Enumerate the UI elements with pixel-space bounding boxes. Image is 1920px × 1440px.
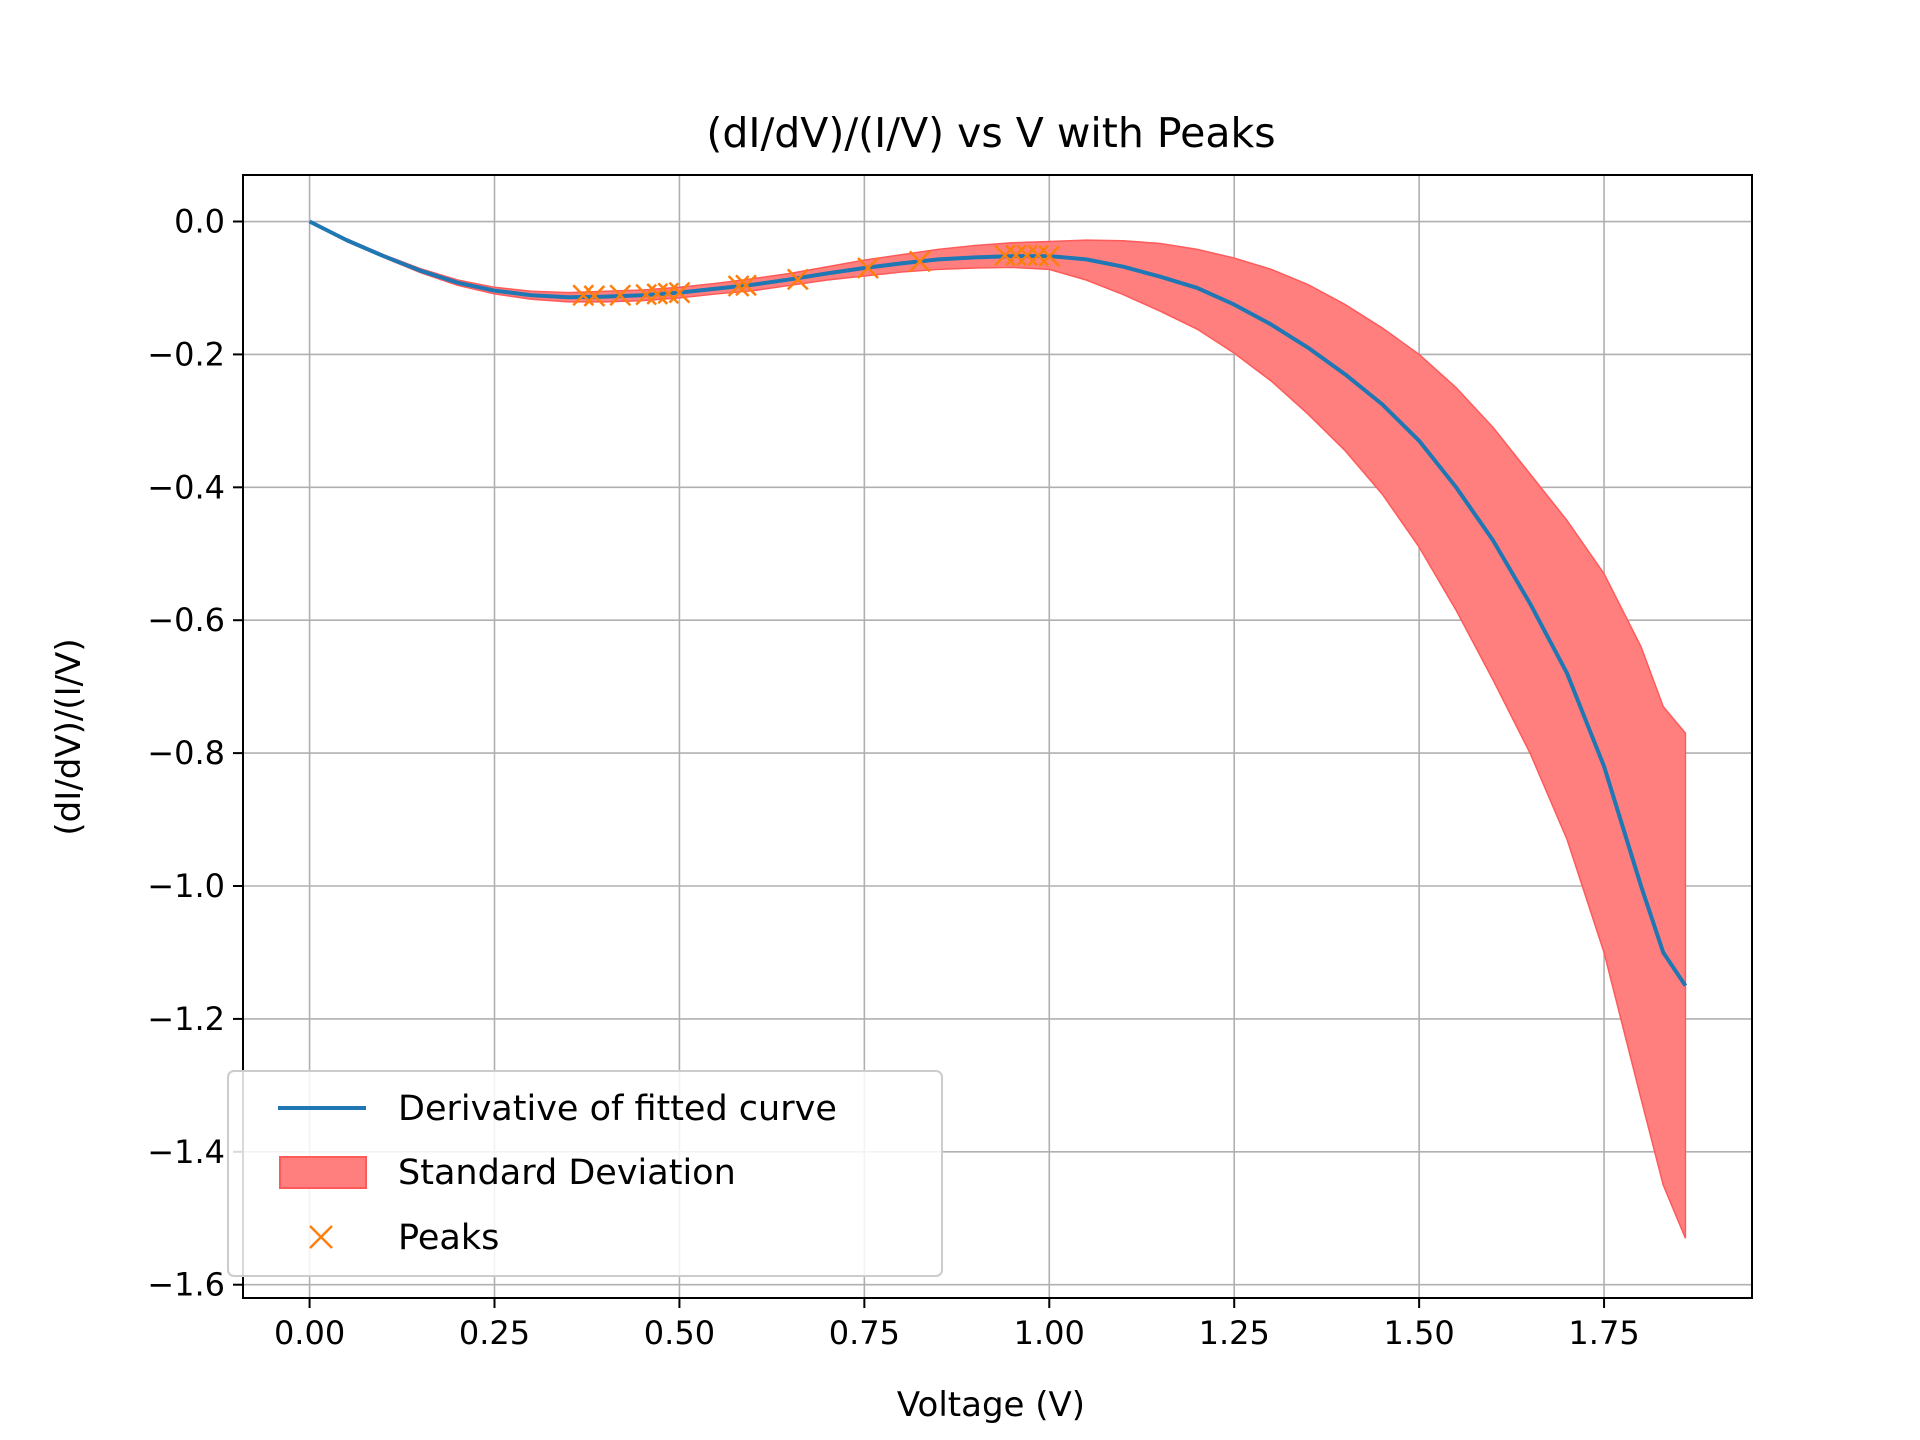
peak-marker bbox=[1016, 244, 1038, 267]
legend-entry-line: Derivative of fitted curve bbox=[398, 1089, 837, 1129]
legend-box bbox=[227, 1070, 943, 1277]
peak-marker bbox=[727, 275, 750, 297]
peak-marker bbox=[857, 257, 879, 279]
x-tick-label: 0.50 bbox=[644, 1314, 715, 1352]
x-tick-label: 0.25 bbox=[459, 1314, 530, 1352]
y-tick-label: 0.0 bbox=[174, 203, 225, 241]
y-tick-label: −0.4 bbox=[147, 468, 225, 506]
y-axis-label: (dI/dV)/(I/V) bbox=[49, 638, 89, 835]
axis-ticks: 0.00 0.25 0.50 0.75 1.00 1.25 1.50 1.75 0.0 −0.2 −… bbox=[147, 203, 1639, 1352]
peaks-layer bbox=[572, 244, 1061, 307]
legend-entry-band: Standard Deviation bbox=[398, 1153, 736, 1193]
legend-peak-marker-icon bbox=[309, 1225, 333, 1249]
peak-marker bbox=[735, 274, 757, 297]
line-layer bbox=[308, 219, 1688, 987]
peak-marker bbox=[786, 268, 809, 291]
x-axis-label: Voltage (V) bbox=[897, 1385, 1085, 1425]
y-tick-label: −1.2 bbox=[147, 1000, 225, 1038]
peak-marker bbox=[609, 284, 632, 307]
x-tick-label: 0.00 bbox=[274, 1314, 345, 1352]
grid bbox=[243, 175, 1752, 1298]
derivative-line bbox=[308, 219, 1688, 987]
peak-marker bbox=[1005, 244, 1027, 267]
y-tick-label: −0.2 bbox=[147, 335, 225, 373]
x-tick-label: 1.50 bbox=[1384, 1314, 1455, 1352]
plot-frame bbox=[242, 174, 1753, 1299]
peak-marker bbox=[1038, 245, 1061, 267]
y-tick-label: −0.6 bbox=[147, 601, 225, 639]
y-tick-label: −1.0 bbox=[147, 867, 225, 905]
x-tick-label: 1.25 bbox=[1199, 1314, 1270, 1352]
peak-marker bbox=[994, 244, 1016, 267]
legend-band-swatch bbox=[279, 1156, 367, 1189]
legend: Derivative of fitted curve Standard Devi… bbox=[227, 1070, 943, 1277]
peak-marker bbox=[583, 285, 606, 307]
y-tick-label: −1.4 bbox=[147, 1133, 225, 1171]
x-tick-label: 1.00 bbox=[1014, 1314, 1085, 1352]
y-tick-label: −1.6 bbox=[147, 1266, 225, 1304]
y-tick-label: −0.8 bbox=[147, 734, 225, 772]
peak-marker bbox=[908, 250, 931, 273]
x-tick-label: 1.75 bbox=[1568, 1314, 1639, 1352]
x-tick-label: 0.75 bbox=[829, 1314, 900, 1352]
peak-marker bbox=[668, 281, 691, 304]
chart-title: (dI/dV)/(I/V) vs V with Peaks bbox=[706, 109, 1275, 157]
legend-entry-peaks: Peaks bbox=[398, 1218, 499, 1258]
